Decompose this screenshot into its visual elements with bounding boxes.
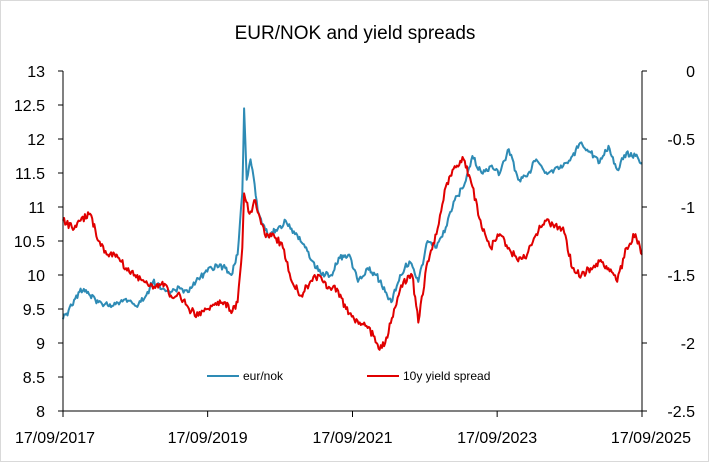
x-tick-label: 17/09/2023 xyxy=(457,430,537,447)
y-left-tick-label: 11 xyxy=(28,200,45,217)
x-tick-label: 17/09/2019 xyxy=(168,430,248,447)
y-right-tick-label: -1 xyxy=(681,200,695,217)
y-left-tick-label: 8 xyxy=(36,404,45,421)
y-right-tick-label: -2 xyxy=(681,336,695,353)
y-left-tick-label: 13 xyxy=(27,64,45,81)
y-left-tick-label: 8.5 xyxy=(23,370,45,387)
y-left-tick-label: 12 xyxy=(27,132,45,149)
x-tick-label: 17/09/2021 xyxy=(312,430,392,447)
series-line-eurnok xyxy=(62,107,643,320)
y-left-tick-label: 9 xyxy=(36,336,45,353)
y-left-tick-label: 10 xyxy=(27,268,45,285)
series-line-yield-spread xyxy=(62,156,643,351)
x-tick-label: 17/09/2017 xyxy=(15,430,95,447)
chart-title: EUR/NOK and yield spreads xyxy=(235,23,476,44)
y-left-tick-label: 9.5 xyxy=(23,302,45,319)
y-right-tick-label: -0.5 xyxy=(667,132,695,149)
legend-label-yield-spread: 10y yield spread xyxy=(403,369,490,383)
legend: eur/nok 10y yield spread xyxy=(207,369,490,383)
legend-label-eurnok: eur/nok xyxy=(243,369,284,383)
plot-area xyxy=(62,107,643,351)
y-right-tick-label: 0 xyxy=(686,64,695,81)
axes: 8 8.5 9 9.5 10 10.5 11 11.5 12 12.5 13 0 -0.5 -1 -1.5 -… xyxy=(14,64,695,447)
y-right-tick-label: -1.5 xyxy=(667,268,695,285)
y-left-tick-label: 12.5 xyxy=(14,98,45,115)
x-tick-label: 17/09/2025 xyxy=(611,430,691,447)
y-left-tick-label: 10.5 xyxy=(14,234,45,251)
y-right-tick-label: -2.5 xyxy=(667,404,695,421)
y-left-tick-label: 11.5 xyxy=(15,166,45,183)
